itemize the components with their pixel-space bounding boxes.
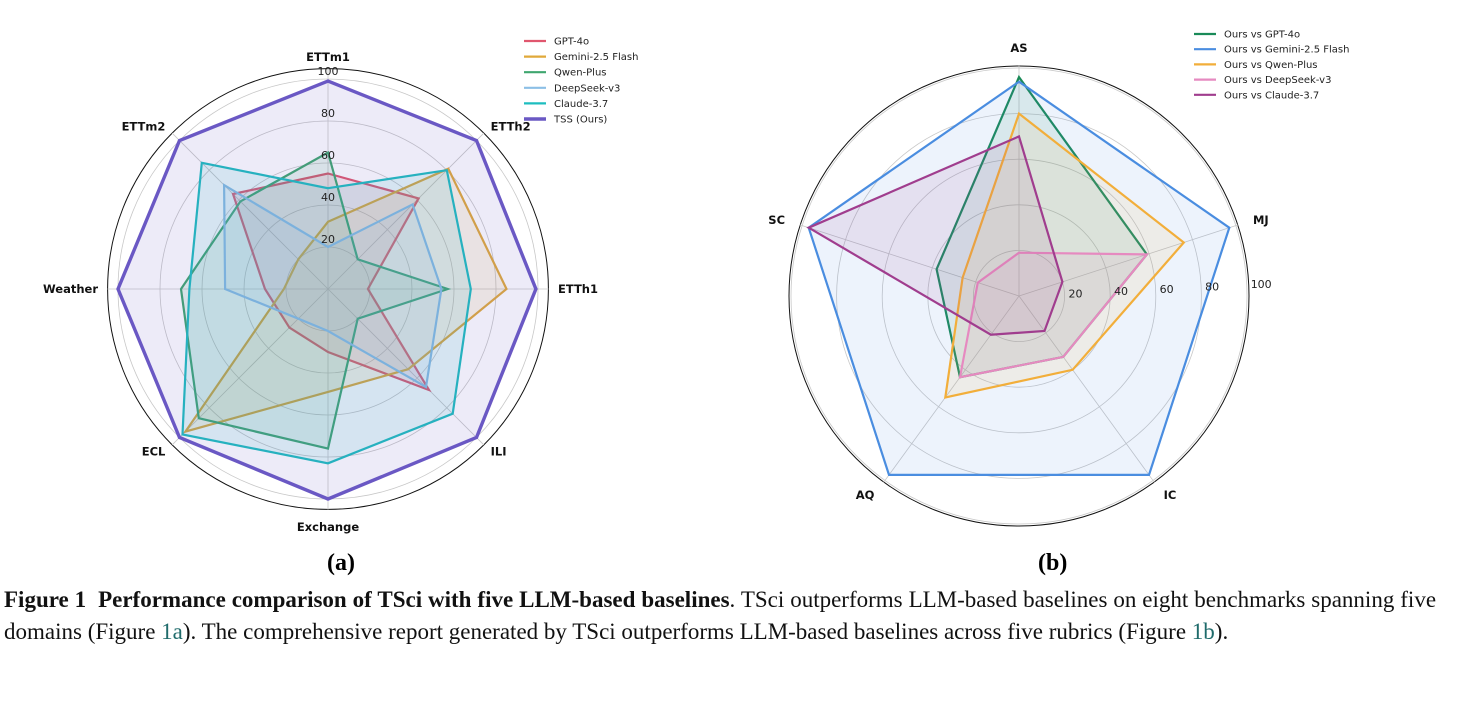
- series-ours-vs-qwen-plus: [943, 111, 1186, 399]
- tick-label: 80: [1205, 280, 1219, 293]
- legend-label: GPT-4o: [554, 37, 589, 48]
- panel-label-a: (a): [327, 550, 355, 576]
- axis-label: IC: [1164, 488, 1177, 502]
- axis-spoke: [327, 288, 485, 446]
- series-gemini-2-5-flash: [182, 167, 508, 434]
- axis-spoke: [883, 295, 1020, 483]
- legend-label: TSS (Ours): [553, 115, 607, 126]
- axis-label: MJ: [1253, 213, 1269, 227]
- legend: Ours vs GPT-4o Ours vs Gemini-2.5 Flash Ou…: [1194, 30, 1349, 101]
- series-tss-ours-: [116, 79, 538, 501]
- legend-label: Ours vs DeepSeek-v3: [1224, 75, 1331, 86]
- legend: GPT-4o Gemini-2.5 Flash Qwen-Plus DeepSeek-…: [524, 37, 638, 126]
- tick-label: 40: [321, 191, 335, 204]
- axis-label: Weather: [43, 282, 98, 296]
- legend-label: Claude-3.7: [554, 99, 608, 110]
- figure-ref-1a[interactable]: 1a: [161, 619, 183, 644]
- axis-spoke: [1018, 295, 1155, 483]
- axis-label: Exchange: [297, 520, 359, 534]
- tick-label: 100: [318, 65, 339, 78]
- caption-title: Performance comparison of TSci with five…: [98, 587, 730, 612]
- series-ours-vs-gemini-2-5-flash: [807, 80, 1231, 476]
- axis-spoke: [327, 132, 485, 290]
- tick-label: 80: [321, 107, 335, 120]
- tick-label: 60: [1160, 283, 1174, 296]
- axis-label: AS: [1010, 41, 1027, 55]
- figure-caption: Figure 1 Performance comparison of TSci …: [4, 584, 1436, 648]
- figure-ref-1b[interactable]: 1b: [1191, 619, 1215, 644]
- legend-label: Ours vs Gemini-2.5 Flash: [1224, 45, 1349, 56]
- axis-label: ETTh2: [491, 119, 531, 133]
- axis-label: AQ: [856, 488, 875, 502]
- axis-spoke: [1018, 224, 1239, 297]
- series-deepseek-v3: [222, 183, 443, 389]
- tick-label: 20: [1069, 288, 1083, 301]
- panel-label-b: (b): [1038, 550, 1068, 576]
- legend-label: Ours vs Qwen-Plus: [1224, 60, 1318, 71]
- figure: 20406080100ETTm1ETTh2ETTh1ILIExchangeECL…: [43, 30, 1349, 535]
- tick-label: 40: [1114, 285, 1128, 298]
- caption-text: ).: [1214, 619, 1229, 644]
- axis-label: ETTm2: [122, 119, 166, 133]
- series-ours-vs-claude-3-7: [806, 134, 1064, 336]
- legend-label: Qwen-Plus: [554, 68, 607, 79]
- caption-label: Figure 1: [4, 587, 87, 612]
- axis-label: ECL: [142, 445, 166, 459]
- tick-label: 100: [1251, 278, 1272, 291]
- series-ours-vs-deepseek-v3: [958, 251, 1150, 379]
- axis-label: ETTh1: [558, 282, 598, 296]
- legend-label: Ours vs GPT-4o: [1224, 30, 1300, 41]
- legend-label: Gemini-2.5 Flash: [554, 52, 638, 63]
- tick-label: 20: [321, 233, 335, 246]
- axis-label: ILI: [491, 445, 507, 459]
- legend-label: Ours vs Claude-3.7: [1224, 90, 1319, 101]
- series-qwen-plus: [179, 150, 452, 450]
- series-claude-3-7: [181, 161, 472, 465]
- axis-spoke: [799, 224, 1020, 297]
- axis-label: SC: [768, 213, 785, 227]
- series-gpt-4o: [231, 172, 432, 393]
- caption-text: . TSci outperforms LLM-based baselines o…: [4, 587, 1437, 644]
- caption-text: ). The comprehensive report generated by…: [182, 619, 1192, 644]
- legend-label: DeepSeek-v3: [554, 83, 620, 94]
- tick-label: 60: [321, 149, 335, 162]
- axis-spoke: [171, 132, 329, 290]
- axis-label: ETTm1: [306, 50, 350, 64]
